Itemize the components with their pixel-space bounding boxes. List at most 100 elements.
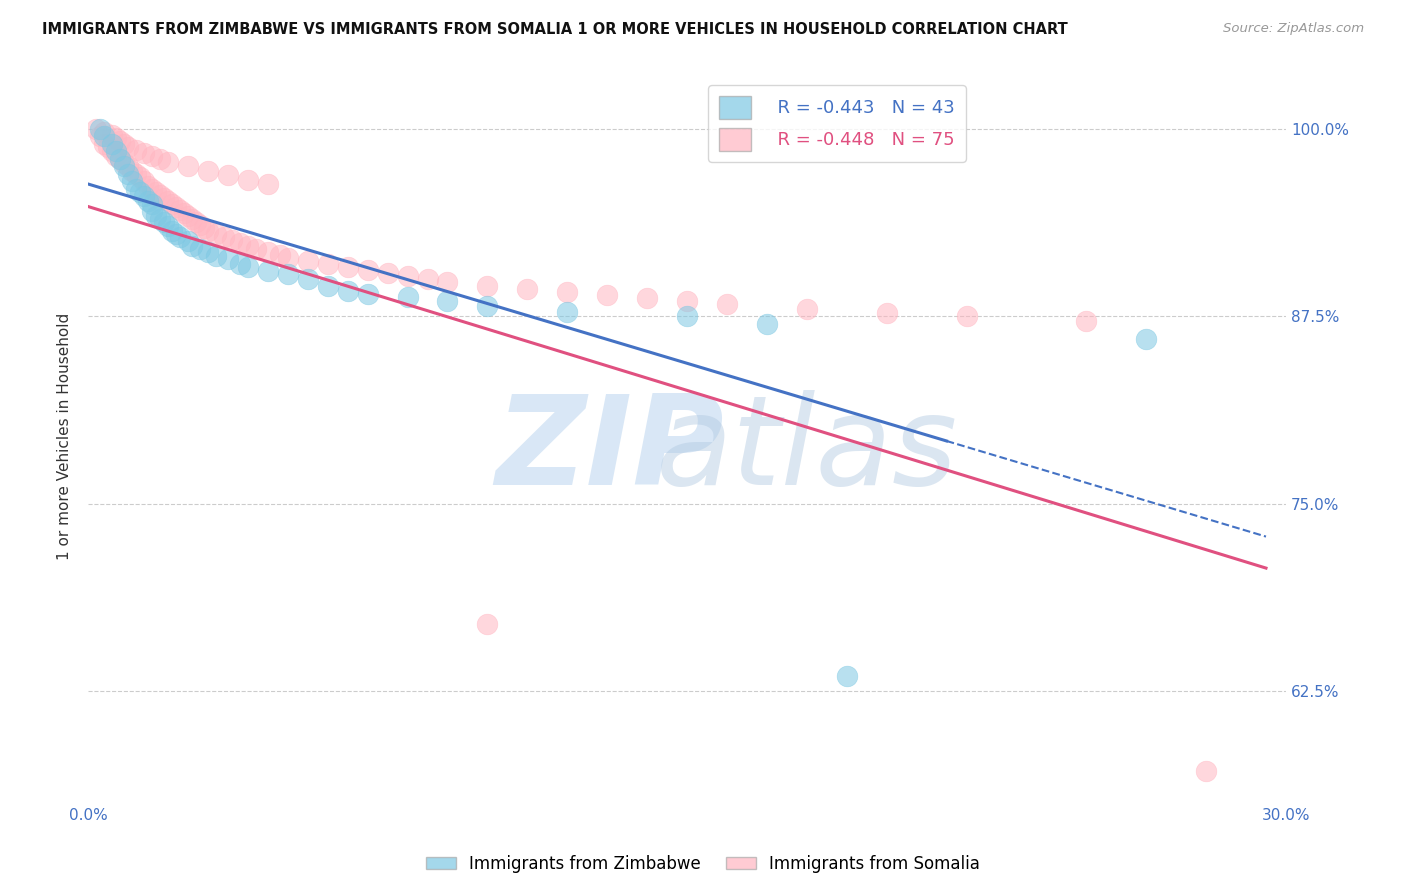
Point — [555, 285, 578, 299]
Point — [101, 136, 124, 151]
Point — [396, 289, 419, 303]
Point — [277, 251, 299, 265]
Point — [105, 144, 128, 158]
Point — [125, 181, 148, 195]
Point — [101, 144, 124, 158]
Point — [197, 163, 219, 178]
Point — [117, 139, 139, 153]
Point — [93, 124, 115, 138]
Point — [188, 242, 211, 256]
Point — [356, 262, 378, 277]
Point — [236, 172, 259, 186]
Point — [245, 242, 267, 256]
Point — [97, 139, 120, 153]
Point — [117, 167, 139, 181]
Point — [755, 317, 778, 331]
Point — [436, 294, 458, 309]
Point — [336, 284, 359, 298]
Point — [141, 204, 163, 219]
Point — [89, 121, 111, 136]
Point — [153, 214, 176, 228]
Point — [153, 190, 176, 204]
Point — [955, 309, 977, 323]
Point — [336, 260, 359, 274]
Point — [169, 229, 191, 244]
Point — [876, 306, 898, 320]
Point — [184, 214, 207, 228]
Point — [149, 211, 172, 226]
Point — [193, 220, 215, 235]
Point — [112, 159, 135, 173]
Point — [156, 219, 179, 233]
Point — [229, 235, 252, 250]
Point — [149, 152, 172, 166]
Point — [125, 143, 148, 157]
Point — [188, 218, 211, 232]
Point — [217, 168, 239, 182]
Point — [205, 249, 228, 263]
Point — [269, 247, 291, 261]
Point — [165, 227, 187, 241]
Point — [141, 181, 163, 195]
Point — [197, 223, 219, 237]
Point — [121, 163, 143, 178]
Point — [156, 194, 179, 208]
Point — [676, 294, 699, 309]
Point — [141, 196, 163, 211]
Point — [129, 169, 152, 184]
Point — [177, 234, 200, 248]
Point — [796, 301, 818, 316]
Point — [256, 177, 278, 191]
Point — [132, 145, 155, 160]
Point — [112, 156, 135, 170]
Point — [141, 148, 163, 162]
Point — [105, 148, 128, 162]
Point — [108, 134, 131, 148]
Point — [181, 238, 204, 252]
Point — [229, 256, 252, 270]
Point — [181, 211, 204, 226]
Point — [212, 229, 235, 244]
Point — [297, 271, 319, 285]
Point — [132, 189, 155, 203]
Text: IMMIGRANTS FROM ZIMBABWE VS IMMIGRANTS FROM SOMALIA 1 OR MORE VEHICLES IN HOUSEH: IMMIGRANTS FROM ZIMBABWE VS IMMIGRANTS F… — [42, 22, 1069, 37]
Point — [477, 299, 499, 313]
Point — [145, 209, 167, 223]
Point — [316, 256, 339, 270]
Point — [356, 286, 378, 301]
Point — [221, 233, 243, 247]
Point — [108, 152, 131, 166]
Point — [477, 279, 499, 293]
Point — [316, 279, 339, 293]
Point — [516, 282, 538, 296]
Point — [125, 167, 148, 181]
Point — [256, 264, 278, 278]
Point — [1195, 764, 1218, 778]
Point — [436, 275, 458, 289]
Point — [132, 174, 155, 188]
Point — [396, 268, 419, 283]
Point — [236, 238, 259, 252]
Point — [145, 185, 167, 199]
Point — [205, 227, 228, 241]
Point — [149, 187, 172, 202]
Point — [101, 128, 124, 142]
Point — [165, 200, 187, 214]
Point — [236, 260, 259, 274]
Point — [177, 159, 200, 173]
Point — [555, 304, 578, 318]
Point — [416, 271, 439, 285]
Point — [117, 159, 139, 173]
Point — [136, 178, 159, 193]
Point — [112, 136, 135, 151]
Point — [835, 669, 858, 683]
Point — [156, 154, 179, 169]
Point — [160, 196, 183, 211]
Point — [173, 205, 195, 219]
Point — [160, 223, 183, 237]
Legend: Immigrants from Zimbabwe, Immigrants from Somalia: Immigrants from Zimbabwe, Immigrants fro… — [419, 848, 987, 880]
Point — [277, 267, 299, 281]
Point — [129, 185, 152, 199]
Point — [636, 291, 658, 305]
Point — [217, 252, 239, 266]
